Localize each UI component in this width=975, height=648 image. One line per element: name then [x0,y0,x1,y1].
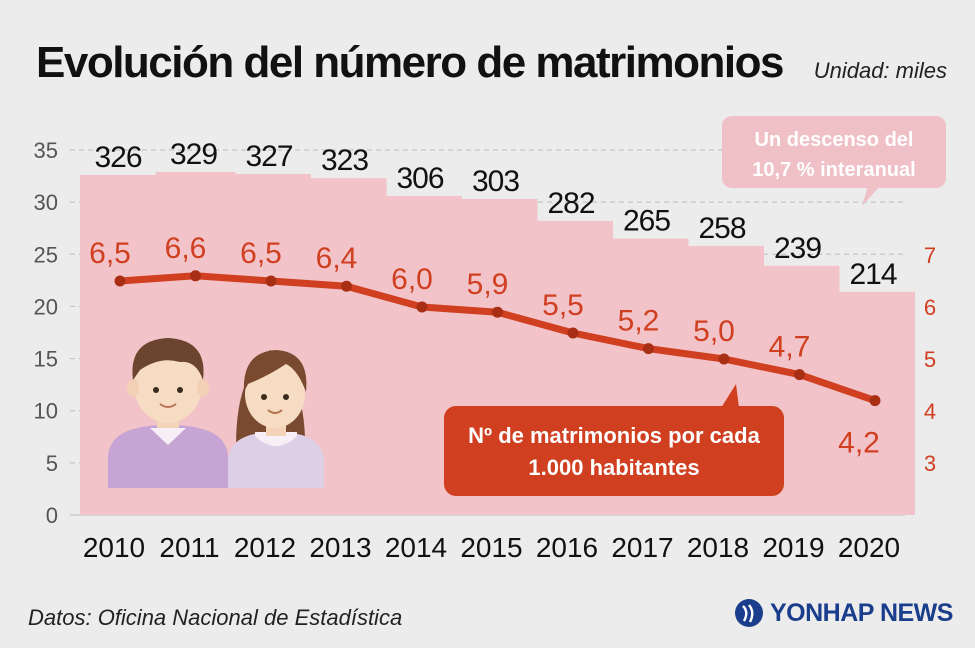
rate-value-label: 6,6 [165,232,207,265]
rate-point [114,275,126,287]
bar-value-label: 265 [623,205,670,238]
left-axis: 0 5 10 15 20 25 30 35 [34,138,58,528]
rate-value-label: 5,2 [618,305,660,338]
yonhap-logo-icon [735,599,763,627]
rate-callout: Nº de matrimonios por cada 1.000 habitan… [444,384,784,496]
rate-point [869,395,881,407]
x-axis-label: 2016 [536,532,598,563]
bar-value-label: 306 [396,162,443,195]
rate-point [416,301,428,313]
x-axis-label: 2010 [83,532,145,563]
x-axis-label: 2013 [309,532,371,563]
rate-value-label: 5,9 [467,268,509,301]
rate-point [492,306,503,318]
rate-value-label: 4,7 [769,331,811,364]
left-axis-tick: 35 [34,138,58,163]
rate-value-label: 6,5 [240,237,282,270]
rate-value-label: 6,4 [316,242,358,275]
bar-value-label: 303 [472,165,519,198]
rate-value-label: 6,5 [89,237,131,270]
left-axis-tick: 30 [34,190,58,215]
bar-value-label: 282 [547,187,594,220]
bar-value-label: 329 [170,138,217,171]
left-axis-tick: 5 [46,451,58,476]
bar-value-labels: 326 329 327 323 306 303 282 265 258 239 214 [94,138,897,291]
x-axis: 2010 2011 2012 2013 2014 2015 2016 2017 2018 2019… [83,532,900,563]
bar-value-label: 239 [774,232,821,265]
bar-value-label: 326 [94,141,141,174]
badge-line-2: 10,7 % interanual [752,159,915,181]
bar-value-label: 323 [321,144,368,177]
rate-value-label: 5,0 [693,315,735,348]
rate-point [265,275,277,287]
right-axis-tick: 7 [924,243,936,268]
rate-point [190,270,201,282]
rate-line [114,270,881,407]
rate-point [567,327,579,339]
x-axis-label: 2014 [385,532,447,563]
bar-value-label: 214 [849,258,896,291]
callout-line-2: 1.000 habitantes [528,455,699,480]
left-axis-tick: 20 [34,294,58,319]
decline-badge: Un descenso del 10,7 % interanual [722,116,946,206]
right-axis-tick: 3 [924,451,936,476]
right-axis-tick: 5 [924,347,936,372]
right-axis-tick: 6 [924,295,936,320]
source-note: Datos: Oficina Nacional de Estadística [28,605,403,630]
yonhap-logo: YONHAP NEWS [734,598,953,628]
couple-illustration [108,338,324,488]
badge-line-1: Un descenso del [755,129,914,151]
woman-icon [228,350,324,488]
unit-label: Unidad: miles [813,58,947,83]
rate-value-label: 5,5 [542,289,584,322]
yonhap-logo-text: YONHAP NEWS [770,598,953,627]
x-axis-label: 2015 [460,532,522,563]
rate-value-label: 6,0 [391,263,433,296]
bar-value-label: 258 [698,212,745,245]
rate-point [643,343,654,355]
left-axis-tick: 15 [34,347,58,372]
x-axis-label: 2017 [611,532,673,563]
rate-value-label: 4,2 [838,427,880,460]
rate-point [341,280,352,292]
left-axis-tick: 25 [34,242,58,267]
right-axis: 3 4 5 6 7 [924,243,936,476]
rate-value-labels: 6,5 6,6 6,5 6,4 6,0 5,9 5,5 5,2 5,0 4,7 4,2 [89,232,880,460]
bar-value-label: 327 [245,140,292,173]
x-axis-label: 2020 [838,532,900,563]
man-icon [108,338,228,488]
left-axis-tick: 0 [46,503,58,528]
x-axis-label: 2018 [687,532,749,563]
chart-title: Evolución del número de matrimonios [36,38,784,87]
left-axis-tick: 10 [34,399,58,424]
callout-line-1: Nº de matrimonios por cada [468,423,760,448]
x-axis-label: 2012 [234,532,296,563]
x-axis-label: 2011 [159,532,219,563]
right-axis-tick: 4 [924,399,936,424]
rate-point [718,353,730,365]
x-axis-label: 2019 [762,532,824,563]
rate-point [794,369,805,381]
